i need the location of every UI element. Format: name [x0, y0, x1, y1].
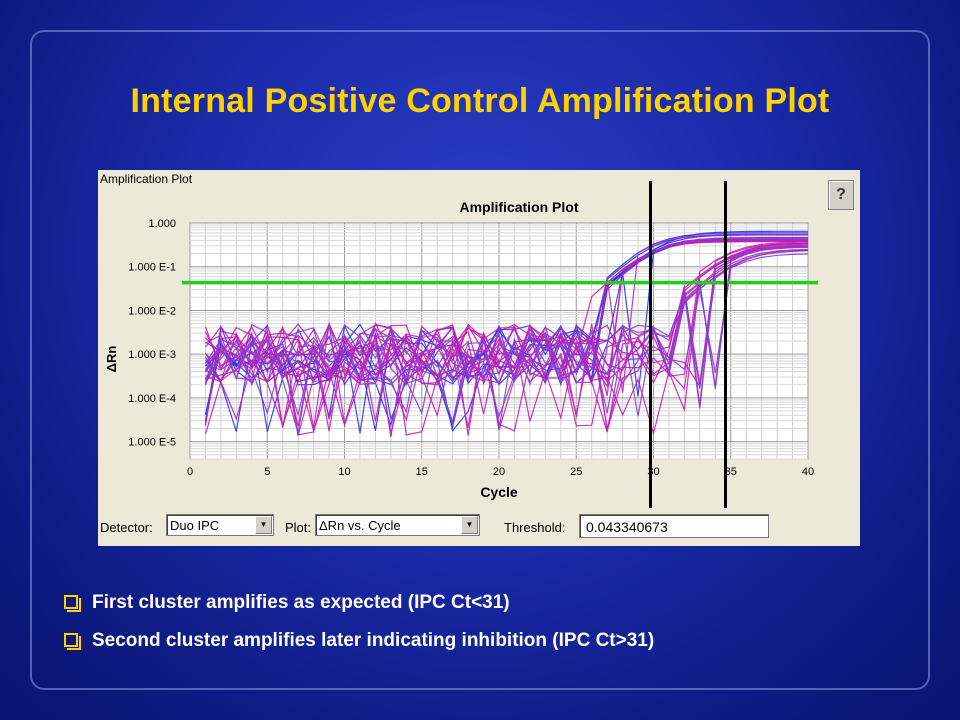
threshold-input[interactable]: 0.043340673 — [579, 514, 769, 538]
plot-label: Plot: — [285, 520, 312, 535]
x-tick-label: 40 — [802, 466, 814, 478]
threshold-label: Threshold: — [504, 520, 566, 535]
plot-type-select[interactable]: ΔRn vs. Cycle ▼ — [315, 514, 480, 536]
y-tick-label: 1.000 E-2 — [128, 305, 176, 317]
chevron-down-icon[interactable]: ▼ — [461, 516, 478, 534]
amplification-curve — [204, 245, 809, 433]
x-tick-label: 25 — [570, 466, 582, 478]
ct-marker-line-second — [724, 181, 727, 508]
y-axis-label: ΔRn — [104, 346, 119, 373]
bullet-list: First cluster amplifies as expected (IPC… — [64, 590, 924, 666]
x-tick-label: 5 — [264, 466, 270, 478]
y-tick-label: 1.000 E-4 — [128, 393, 176, 405]
chevron-down-icon[interactable]: ▼ — [255, 516, 272, 534]
help-button[interactable]: ? — [828, 180, 854, 210]
x-axis-label: Cycle — [480, 484, 518, 500]
bullet-item: First cluster amplifies as expected (IPC… — [64, 590, 924, 628]
amplification-curve — [205, 246, 809, 417]
ct-marker-line-first — [649, 181, 652, 508]
y-tick-label: 1.000 E-1 — [128, 262, 176, 274]
plot-area: Amplification Plot 0 5 10 15 20 25 30 35 40 Cycle 1… — [98, 188, 860, 508]
x-tick-label: 0 — [187, 466, 193, 478]
x-tick-label: 15 — [416, 466, 428, 478]
window-title: Amplification Plot — [98, 170, 860, 188]
y-tick-label: 1.000 E-5 — [128, 437, 176, 449]
bullet-item: Second cluster amplifies later indicatin… — [64, 628, 924, 666]
y-tick-label: 1.000 — [148, 218, 176, 230]
plot-toolbar: Detector: Duo IPC ▼ Plot: ΔRn vs. Cycle … — [98, 508, 860, 546]
chart-title: Amplification Plot — [460, 199, 579, 215]
plot-type-value: ΔRn vs. Cycle — [319, 518, 401, 533]
amplification-curve — [205, 246, 809, 413]
amplification-curve — [204, 246, 809, 430]
amplification-curve — [204, 244, 809, 436]
x-tick-label: 20 — [493, 466, 505, 478]
detector-value: Duo IPC — [170, 518, 220, 533]
amplification-curve — [205, 248, 809, 438]
x-tick-label: 35 — [725, 466, 737, 478]
bullet-text: Second cluster amplifies later indicatin… — [92, 630, 655, 651]
slide-title: Internal Positive Control Amplification … — [130, 82, 830, 120]
checkbox-bullet-icon — [64, 633, 81, 650]
checkbox-bullet-icon — [64, 595, 81, 612]
detector-label: Detector: — [100, 520, 153, 535]
detector-select[interactable]: Duo IPC ▼ — [166, 514, 274, 536]
bullet-text: First cluster amplifies as expected (IPC… — [92, 592, 510, 613]
y-tick-label: 1.000 E-3 — [128, 349, 176, 361]
amplification-plot-window: Amplification Plot Amplification Plot 0 5 1… — [98, 170, 860, 546]
slide-frame — [30, 30, 930, 690]
x-tick-label: 10 — [338, 466, 350, 478]
